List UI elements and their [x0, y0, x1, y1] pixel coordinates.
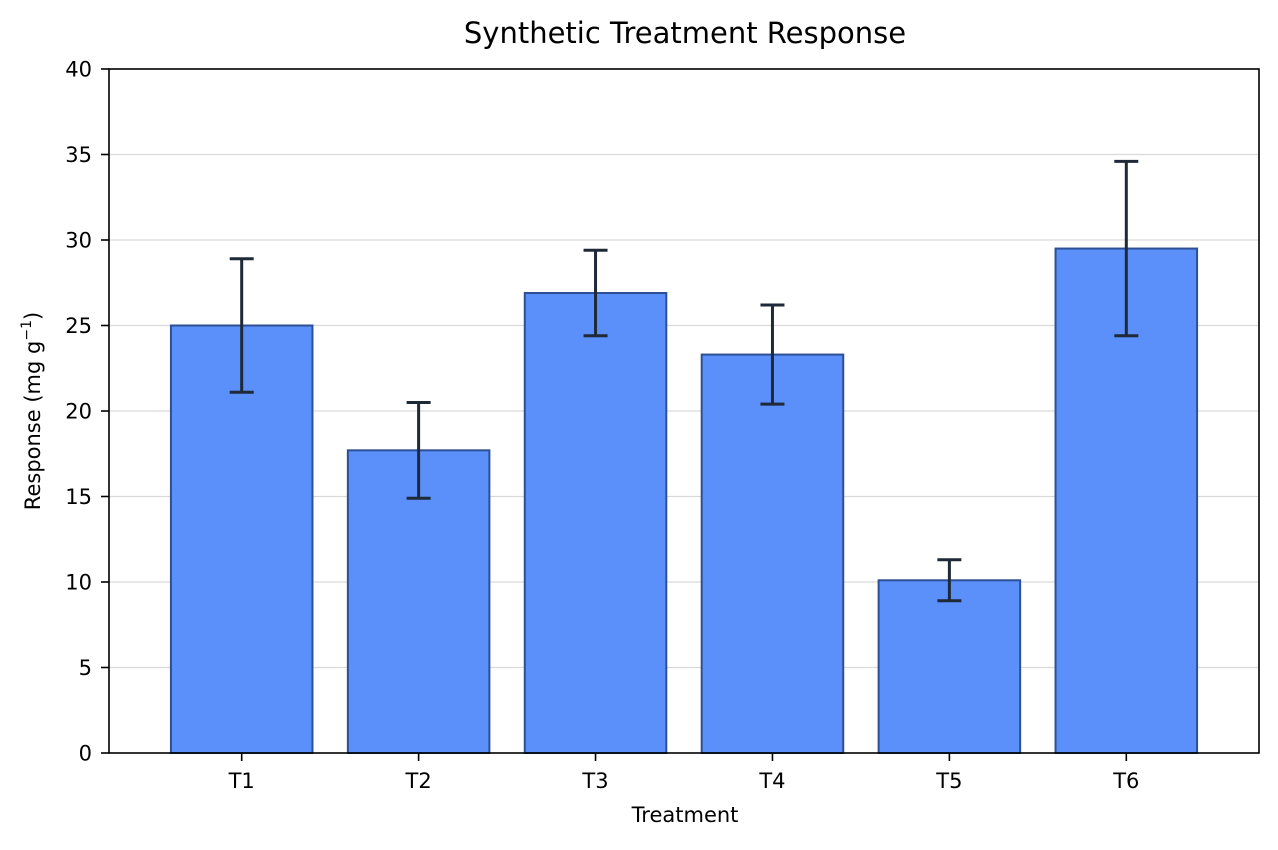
x-tick-label: T3: [581, 769, 608, 793]
bars: [169, 247, 1199, 755]
x-tick-label: T2: [405, 769, 432, 793]
bar-t3: [523, 292, 668, 754]
y-tick-label: 5: [79, 656, 92, 680]
y-axis-label: Response (mg g−1): [19, 312, 45, 510]
x-tick-label: T6: [1112, 769, 1139, 793]
error-bars: [229, 159, 1139, 603]
error-bar-t3: [583, 248, 608, 338]
y-axis-ticks: 0 5 10 15 20 25 30 35 40: [65, 58, 109, 766]
bar-t2: [346, 449, 491, 754]
y-tick-label: 10: [65, 571, 92, 595]
x-axis-label: Treatment: [631, 803, 739, 827]
chart-title: Synthetic Treatment Response: [464, 16, 906, 50]
y-tick-label: 30: [65, 229, 92, 253]
bar-t4: [700, 353, 845, 754]
x-tick-label: T5: [935, 769, 962, 793]
x-tick-label: T1: [228, 769, 255, 793]
y-tick-label: 35: [65, 143, 92, 167]
error-bar-t4: [760, 303, 785, 406]
error-bar-t6: [1114, 159, 1139, 338]
error-bar-t5: [937, 558, 962, 603]
y-tick-label: 20: [65, 400, 92, 424]
x-axis-ticks: T1 T2 T3 T4 T5 T6: [228, 753, 1139, 793]
x-tick-label: T4: [758, 769, 785, 793]
y-tick-label: 40: [65, 58, 92, 82]
error-bar-t2: [406, 400, 431, 500]
y-tick-label: 0: [79, 742, 92, 766]
y-axis-label-main: Response (mg g: [21, 341, 45, 511]
y-tick-label: 25: [65, 314, 92, 338]
y-axis-label-close: ): [21, 312, 45, 320]
bar-t5: [877, 579, 1022, 754]
error-bar-t1: [229, 257, 254, 394]
y-tick-label: 15: [65, 485, 92, 509]
y-axis-label-superscript: −1: [19, 320, 35, 341]
